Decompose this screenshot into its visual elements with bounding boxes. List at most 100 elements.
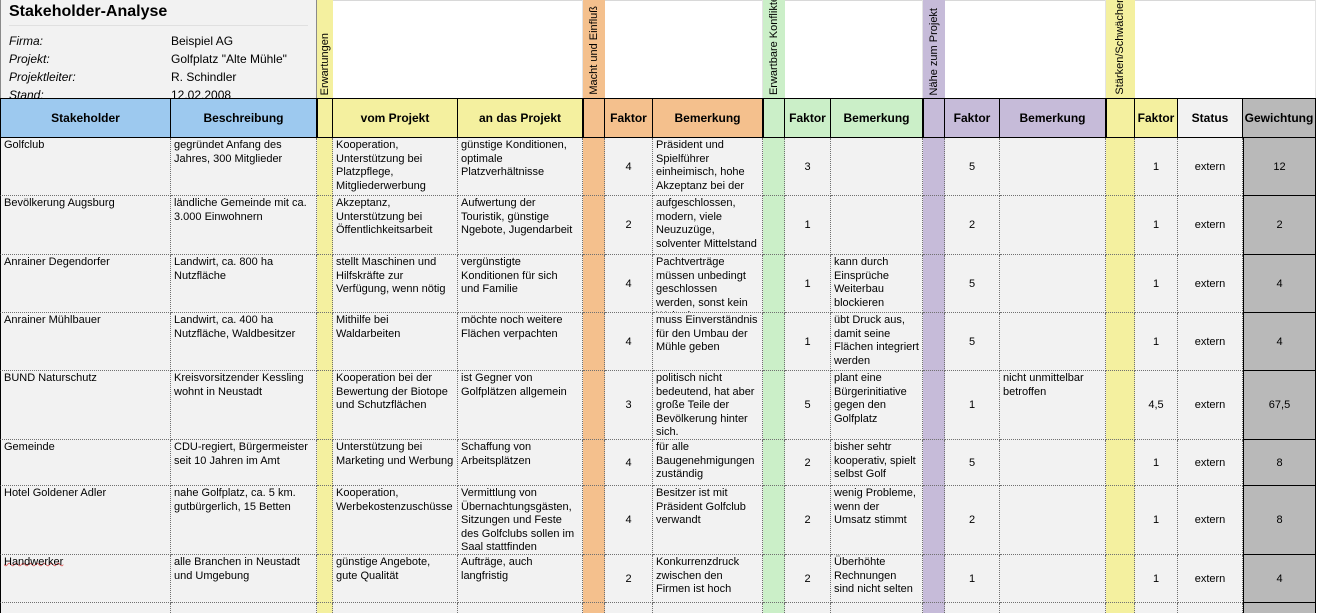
empty-cell[interactable]	[458, 603, 583, 613]
cell-stakeholder[interactable]: Handwerker	[0, 555, 171, 603]
header-band-konflikte[interactable]	[763, 98, 785, 138]
header-naehe-faktor[interactable]: Faktor	[945, 98, 1000, 138]
cell-staerken-faktor[interactable]: 1	[1135, 486, 1178, 555]
header-status[interactable]: Status	[1178, 98, 1243, 138]
cell-stakeholder[interactable]: Golfclub	[0, 138, 171, 196]
cell-beschreibung[interactable]: Landwirt, ca. 800 ha Nutzfläche	[171, 255, 317, 313]
empty-cell[interactable]	[785, 603, 831, 613]
cell-an-das-projekt[interactable]: Schaffung von Arbeitsplätzen	[458, 440, 583, 486]
cell-status[interactable]: extern	[1178, 196, 1243, 255]
column-band-erwartungen[interactable]: Erwartungen	[317, 0, 333, 98]
column-band-staerken-schwaechen-profil[interactable]: Stärken/Schwächen-Profil	[1106, 0, 1135, 98]
empty-cell[interactable]	[1243, 603, 1316, 613]
header-band-erwartungen[interactable]	[317, 98, 333, 138]
cell-konflikte-faktor[interactable]: 2	[785, 486, 831, 555]
cell-naehe-faktor[interactable]: 5	[945, 138, 1000, 196]
cell-gewichtung[interactable]: 8	[1243, 440, 1316, 486]
cell-naehe-faktor[interactable]: 2	[945, 486, 1000, 555]
header-band-macht[interactable]	[583, 98, 605, 138]
empty-cell[interactable]	[1178, 603, 1243, 613]
header-stakeholder[interactable]: Stakeholder	[0, 98, 171, 138]
empty-cell[interactable]	[945, 603, 1000, 613]
cell-stakeholder[interactable]: BUND Naturschutz	[0, 371, 171, 440]
cell-gewichtung[interactable]: 12	[1243, 138, 1316, 196]
cell-an-das-projekt[interactable]: ist Gegner von Golfplätzen allgemein	[458, 371, 583, 440]
empty-cell[interactable]	[1000, 603, 1106, 613]
cell-vom-projekt[interactable]: Kooperation, Werbekostenzuschüsse	[333, 486, 458, 555]
cell-konflikte-faktor[interactable]: 1	[785, 255, 831, 313]
header-konflikte-bemerkung[interactable]: Bemerkung	[831, 98, 923, 138]
header-naehe-bemerkung[interactable]: Bemerkung	[1000, 98, 1106, 138]
header-gewichtung[interactable]: Gewichtung	[1243, 98, 1316, 138]
info-label-firma[interactable]: Firma:	[9, 34, 43, 48]
cell-macht-faktor[interactable]: 2	[605, 196, 653, 255]
cell-staerken-faktor[interactable]: 1	[1135, 555, 1178, 603]
cell-status[interactable]: extern	[1178, 371, 1243, 440]
header-konflikte-faktor[interactable]: Faktor	[785, 98, 831, 138]
cell-macht-bemerkung[interactable]: Präsident und Spielführer einheimisch, h…	[653, 138, 763, 196]
cell-an-das-projekt[interactable]: Vermittlung von Übernachtungsgästen, Sit…	[458, 486, 583, 555]
cell-status[interactable]: extern	[1178, 138, 1243, 196]
cell-macht-faktor[interactable]: 4	[605, 255, 653, 313]
cell-konflikte-bemerkung[interactable]: Überhöhte Rechnungen sind nicht selten	[831, 555, 923, 603]
cell-an-das-projekt[interactable]: Aufträge, auch langfristig	[458, 555, 583, 603]
header-band-staerken[interactable]	[1106, 98, 1135, 138]
cell-konflikte-faktor[interactable]: 1	[785, 313, 831, 371]
header-macht-faktor[interactable]: Faktor	[605, 98, 653, 138]
cell-vom-projekt[interactable]: Akzeptanz, Unterstützung bei Öffentlichk…	[333, 196, 458, 255]
cell-naehe-faktor[interactable]: 1	[945, 371, 1000, 440]
cell-status[interactable]: extern	[1178, 486, 1243, 555]
cell-macht-faktor[interactable]: 3	[605, 371, 653, 440]
cell-gewichtung[interactable]: 4	[1243, 255, 1316, 313]
cell-gewichtung[interactable]: 8	[1243, 486, 1316, 555]
cell-konflikte-bemerkung[interactable]	[831, 138, 923, 196]
cell-stakeholder[interactable]: Gemeinde	[0, 440, 171, 486]
header-beschreibung[interactable]: Beschreibung	[171, 98, 317, 138]
cell-naehe-bemerkung[interactable]	[1000, 555, 1106, 603]
cell-gewichtung[interactable]: 4	[1243, 555, 1316, 603]
cell-vom-projekt[interactable]: Mithilfe bei Waldarbeiten	[333, 313, 458, 371]
cell-staerken-faktor[interactable]: 1	[1135, 196, 1178, 255]
cell-an-das-projekt[interactable]: möchte noch weitere Flächen verpachten	[458, 313, 583, 371]
empty-cell[interactable]	[605, 603, 653, 613]
cell-beschreibung[interactable]: Kreisvorsitzender Kessling wohnt in Neus…	[171, 371, 317, 440]
cell-staerken-faktor[interactable]: 1	[1135, 255, 1178, 313]
empty-cell[interactable]	[333, 603, 458, 613]
cell-status[interactable]: extern	[1178, 313, 1243, 371]
info-value-firma[interactable]: Beispiel AG	[171, 34, 234, 48]
cell-beschreibung[interactable]: gegründet Anfang des Jahres, 300 Mitglie…	[171, 138, 317, 196]
cell-naehe-bemerkung[interactable]	[1000, 255, 1106, 313]
cell-konflikte-bemerkung[interactable]	[831, 196, 923, 255]
cell-vom-projekt[interactable]: Kooperation bei der Bewertung der Biotop…	[333, 371, 458, 440]
cell-macht-bemerkung[interactable]: muss Einverständnis für den Umbau der Mü…	[653, 313, 763, 371]
column-band-erwartbare-konflikte[interactable]: Erwartbare Konflikte	[763, 0, 785, 98]
cell-macht-faktor[interactable]: 4	[605, 440, 653, 486]
empty-cell[interactable]	[1135, 603, 1178, 613]
header-vom-projekt[interactable]: vom Projekt	[333, 98, 458, 138]
cell-macht-faktor[interactable]: 4	[605, 486, 653, 555]
empty-cell[interactable]	[171, 603, 317, 613]
cell-naehe-faktor[interactable]: 5	[945, 255, 1000, 313]
cell-vom-projekt[interactable]: günstige Angebote, gute Qualität	[333, 555, 458, 603]
cell-macht-faktor[interactable]: 4	[605, 138, 653, 196]
cell-naehe-faktor[interactable]: 5	[945, 440, 1000, 486]
cell-macht-faktor[interactable]: 4	[605, 313, 653, 371]
cell-naehe-faktor[interactable]: 2	[945, 196, 1000, 255]
cell-naehe-bemerkung[interactable]	[1000, 138, 1106, 196]
column-band-naehe-zum-projekt[interactable]: Nähe zum Projekt	[923, 0, 945, 98]
cell-macht-bemerkung[interactable]: politisch nicht bedeutend, hat aber groß…	[653, 371, 763, 440]
cell-naehe-bemerkung[interactable]	[1000, 440, 1106, 486]
cell-stakeholder[interactable]: Bevölkerung Augsburg	[0, 196, 171, 255]
cell-staerken-faktor[interactable]: 1	[1135, 440, 1178, 486]
header-band-naehe[interactable]	[923, 98, 945, 138]
cell-konflikte-faktor[interactable]: 2	[785, 440, 831, 486]
cell-stakeholder[interactable]: Anrainer Degendorfer	[0, 255, 171, 313]
info-label-projekt[interactable]: Projekt:	[9, 52, 50, 66]
cell-konflikte-bemerkung[interactable]: wenig Probleme, wenn der Umsatz stimmt	[831, 486, 923, 555]
cell-naehe-bemerkung[interactable]	[1000, 486, 1106, 555]
cell-staerken-faktor[interactable]: 1	[1135, 313, 1178, 371]
cell-naehe-bemerkung[interactable]	[1000, 196, 1106, 255]
cell-macht-bemerkung[interactable]: aufgeschlossen, modern, viele Neuzuzüge,…	[653, 196, 763, 255]
cell-konflikte-faktor[interactable]: 3	[785, 138, 831, 196]
cell-gewichtung[interactable]: 4	[1243, 313, 1316, 371]
